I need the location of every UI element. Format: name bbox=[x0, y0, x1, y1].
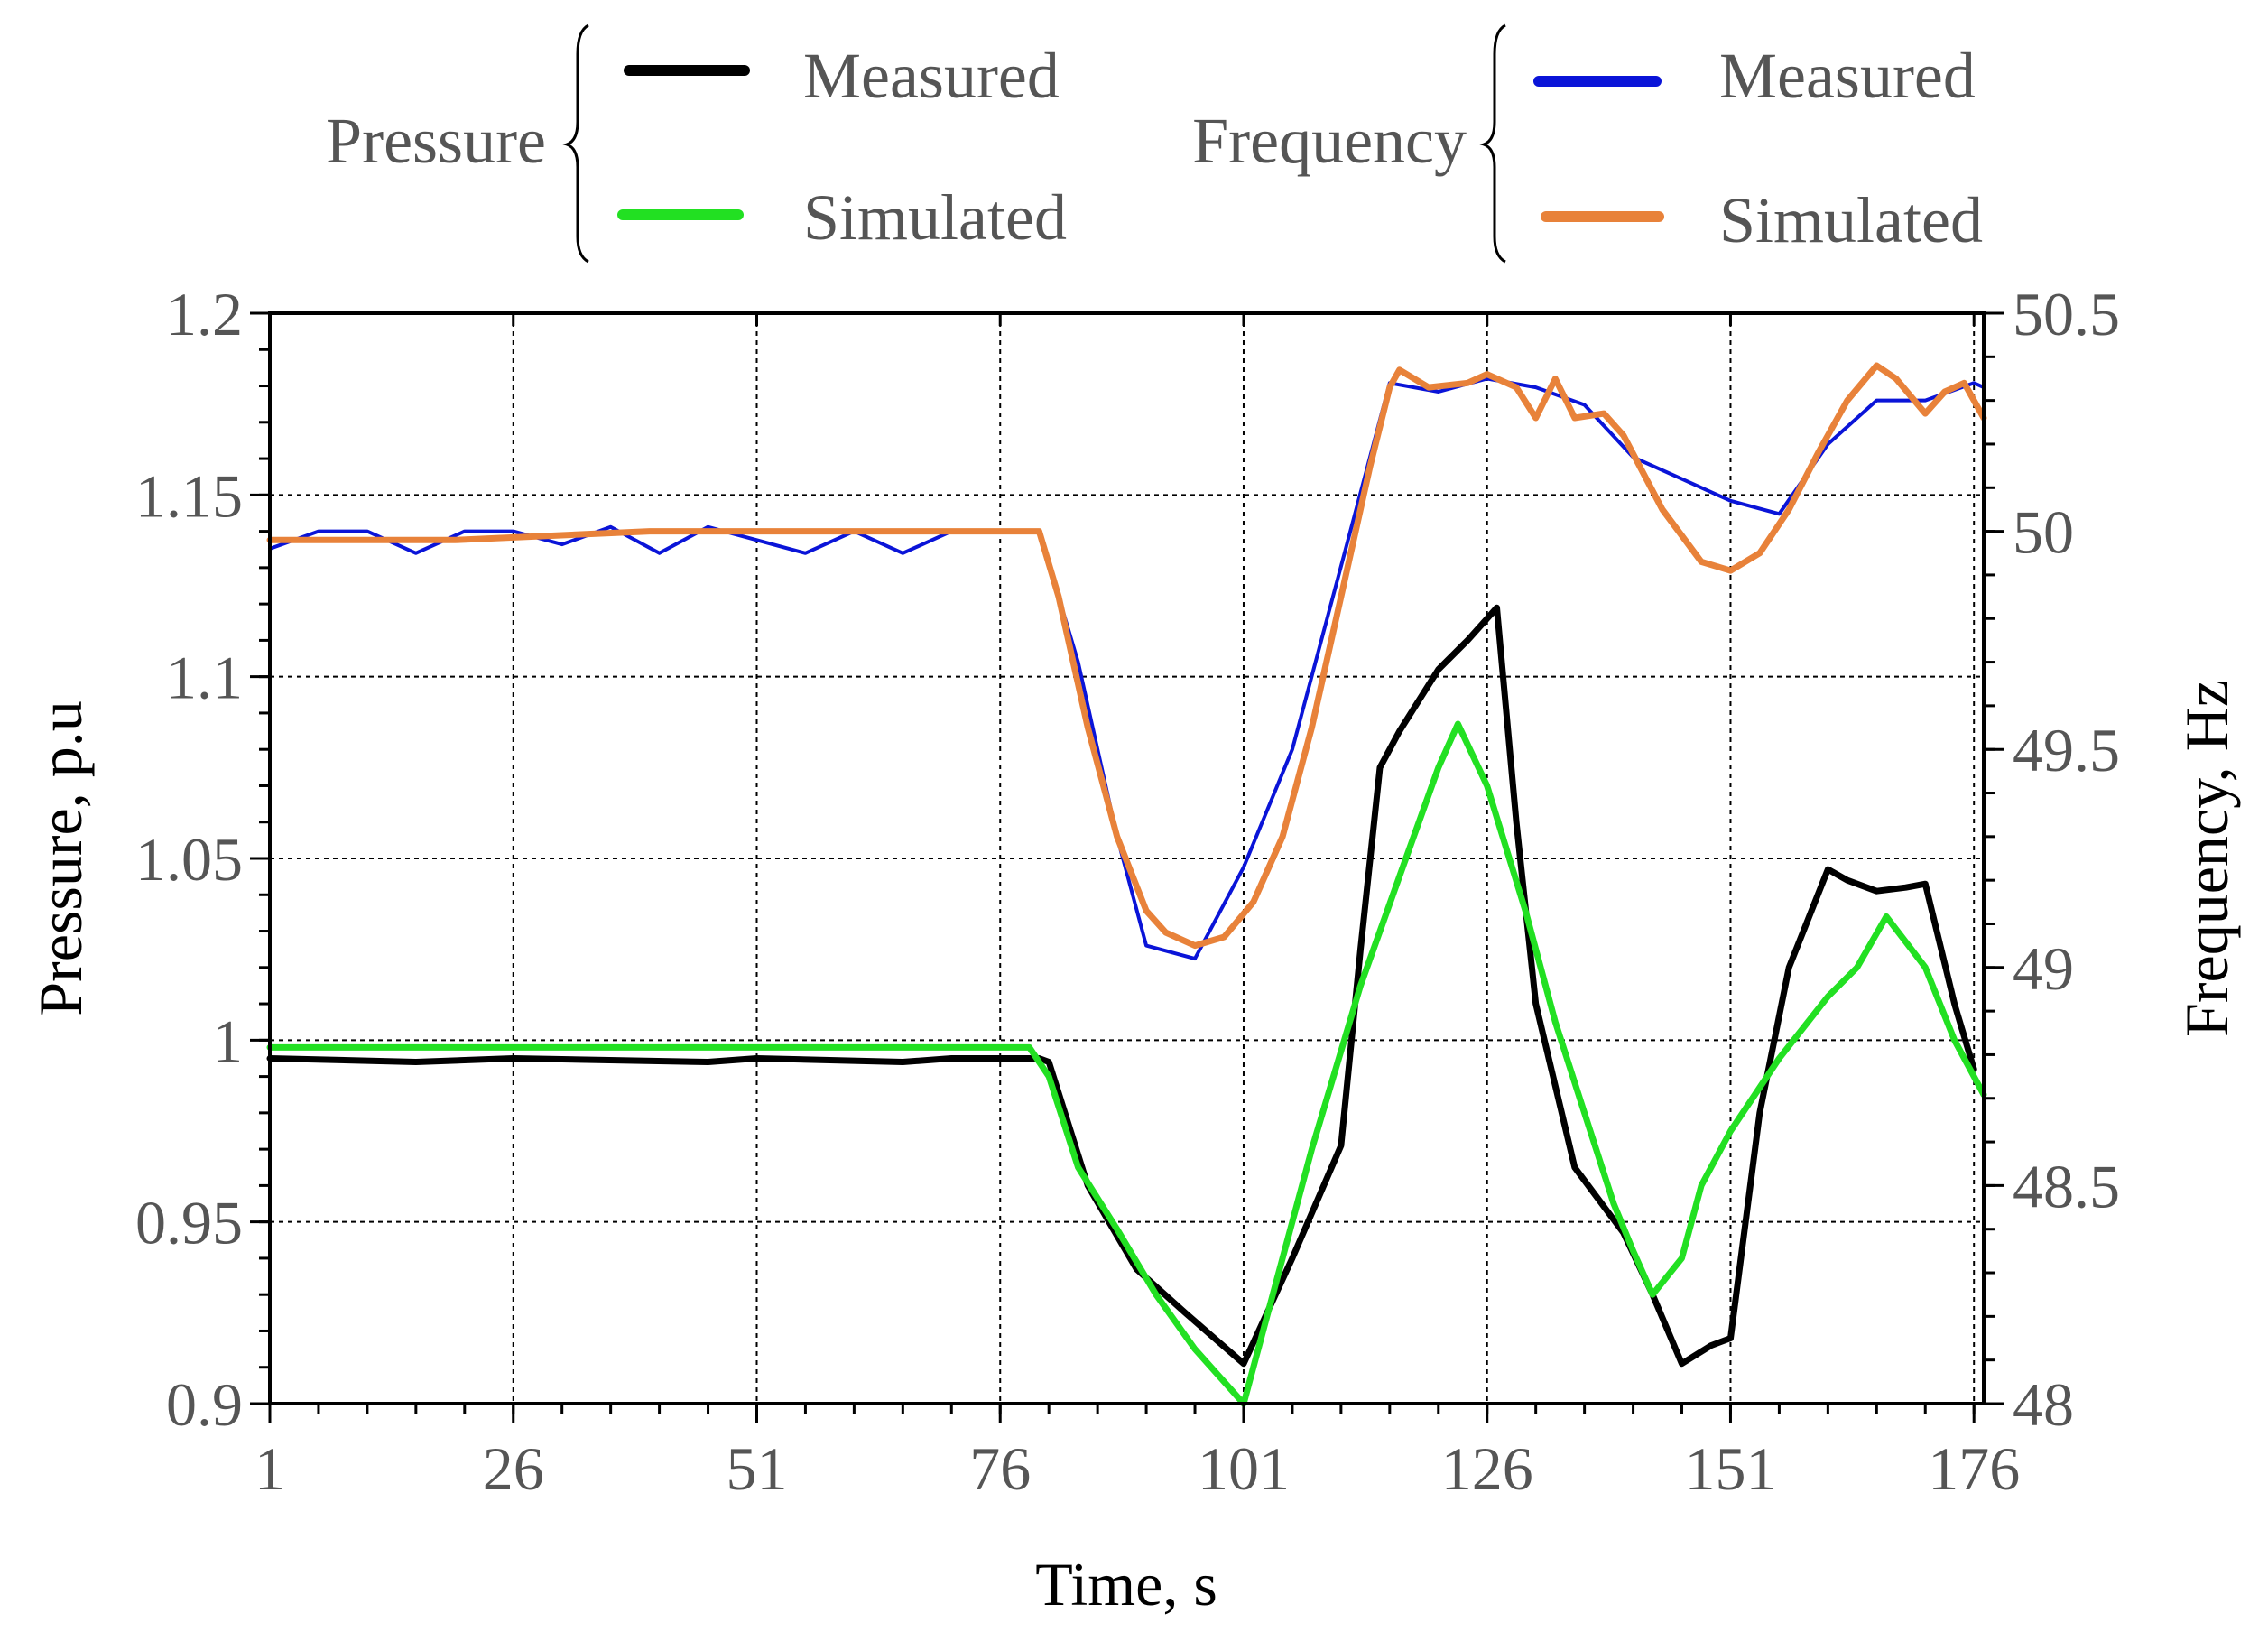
y-tick-label: 1 bbox=[212, 1006, 243, 1075]
gridlines bbox=[270, 313, 1984, 1404]
y-tick-label: 0.95 bbox=[135, 1189, 243, 1257]
x-axis-title: Time, s bbox=[1035, 1550, 1217, 1618]
legend-label-frequency-simulated: Simulated bbox=[1719, 184, 1983, 256]
y2-tick-label: 49.5 bbox=[2013, 716, 2120, 784]
legend-brace-pressure bbox=[562, 23, 589, 264]
legend: Pressure Measured Simulated Frequency Me… bbox=[326, 23, 1983, 264]
legend-brace-frequency bbox=[1479, 23, 1506, 264]
x-tick-label: 1 bbox=[255, 1434, 285, 1503]
y2-tick-label: 49 bbox=[2013, 934, 2074, 1003]
legend-label-pressure-simulated: Simulated bbox=[803, 181, 1067, 254]
y-tick-label: 1.1 bbox=[166, 644, 243, 712]
series-layer bbox=[266, 362, 1987, 1407]
y-tick-label: 0.9 bbox=[166, 1370, 243, 1439]
series-line-pressure-measured bbox=[266, 604, 1977, 1368]
x-tick-label: 176 bbox=[1928, 1434, 2020, 1503]
y2-axis-title: Frequency, Hz bbox=[2172, 680, 2241, 1037]
x-tick-label: 51 bbox=[726, 1434, 787, 1503]
legend-label-pressure-measured: Measured bbox=[803, 40, 1060, 112]
series-line-frequency-simulated bbox=[266, 362, 1987, 950]
y-tick-label: 1.2 bbox=[166, 280, 243, 348]
x-tick-label: 26 bbox=[483, 1434, 544, 1503]
y-axis-title: Pressure, p.u bbox=[26, 700, 95, 1015]
y-tick-label: 1.05 bbox=[135, 825, 243, 894]
y2-tick-label: 50 bbox=[2013, 498, 2074, 567]
series-line-pressure-simulated bbox=[266, 720, 1987, 1407]
legend-group-title-frequency: Frequency bbox=[1192, 105, 1467, 177]
y2-tick-label: 48.5 bbox=[2013, 1152, 2120, 1220]
y2-tick-label: 50.5 bbox=[2013, 280, 2120, 348]
axes: 1 26 51 76 101 126 151 1760.90.9511.051.11.151.… bbox=[135, 280, 2120, 1503]
y2-tick-label: 48 bbox=[2013, 1370, 2074, 1439]
x-tick-label: 151 bbox=[1684, 1434, 1776, 1503]
y-tick-label: 1.15 bbox=[135, 461, 243, 530]
legend-group-title-pressure: Pressure bbox=[326, 105, 546, 177]
x-tick-label: 76 bbox=[969, 1434, 1031, 1503]
series-line-frequency-measured bbox=[268, 376, 1986, 961]
x-tick-label: 126 bbox=[1441, 1434, 1533, 1503]
legend-label-frequency-measured: Measured bbox=[1719, 40, 1976, 112]
x-tick-label: 101 bbox=[1198, 1434, 1290, 1503]
